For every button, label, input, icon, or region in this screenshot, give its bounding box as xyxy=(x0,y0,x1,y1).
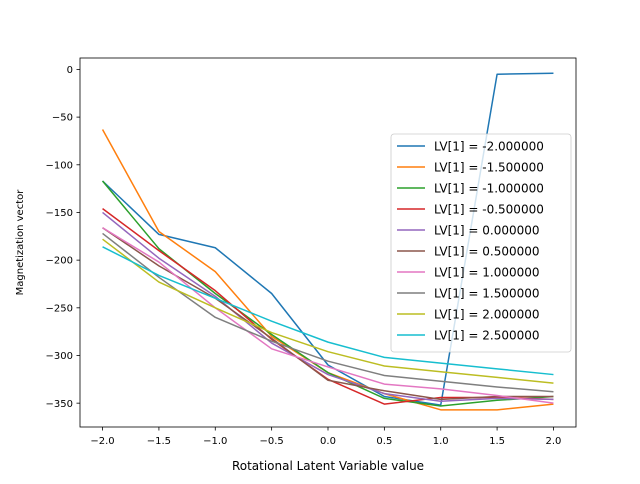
x-tick-label: 0.0 xyxy=(320,436,336,447)
y-tick-label: −350 xyxy=(46,399,73,410)
x-tick-label: −1.5 xyxy=(147,436,171,447)
x-axis-label: Rotational Latent Variable value xyxy=(232,459,424,473)
legend-label-2: LV[1] = -1.000000 xyxy=(434,182,544,196)
x-tick-label: 2.0 xyxy=(546,436,562,447)
legend-label-9: LV[1] = 2.500000 xyxy=(434,329,540,343)
legend-label-8: LV[1] = 2.000000 xyxy=(434,308,540,322)
x-tick-label: −1.0 xyxy=(203,436,227,447)
x-tick-label: 0.5 xyxy=(376,436,392,447)
y-tick-label: −100 xyxy=(46,160,73,171)
legend-label-6: LV[1] = 1.000000 xyxy=(434,266,540,280)
y-tick-label: 0 xyxy=(67,65,73,76)
y-axis-label: Magnetization vector xyxy=(15,189,26,296)
legend-label-1: LV[1] = -1.500000 xyxy=(434,161,544,175)
x-tick-label: −2.0 xyxy=(90,436,114,447)
y-tick-label: −200 xyxy=(46,256,73,267)
x-tick-label: −0.5 xyxy=(259,436,283,447)
legend-label-3: LV[1] = -0.500000 xyxy=(434,203,544,217)
legend-box xyxy=(390,133,572,353)
legend-label-5: LV[1] = 0.500000 xyxy=(434,245,540,259)
x-tick-label: 1.5 xyxy=(489,436,505,447)
series-line-4 xyxy=(102,211,554,403)
series-line-9 xyxy=(102,246,554,376)
y-tick-label: −150 xyxy=(46,208,73,219)
series-line-6 xyxy=(102,227,554,404)
y-tick-label: −250 xyxy=(46,303,73,314)
y-tick-label: −300 xyxy=(46,351,73,362)
y-tick-label: −50 xyxy=(52,113,73,124)
x-tick-label: 1.0 xyxy=(433,436,449,447)
legend-label-0: LV[1] = -2.000000 xyxy=(434,140,544,154)
legend-label-7: LV[1] = 1.500000 xyxy=(434,287,540,301)
series-line-8 xyxy=(102,238,554,384)
legend-label-4: LV[1] = 0.000000 xyxy=(434,224,540,238)
